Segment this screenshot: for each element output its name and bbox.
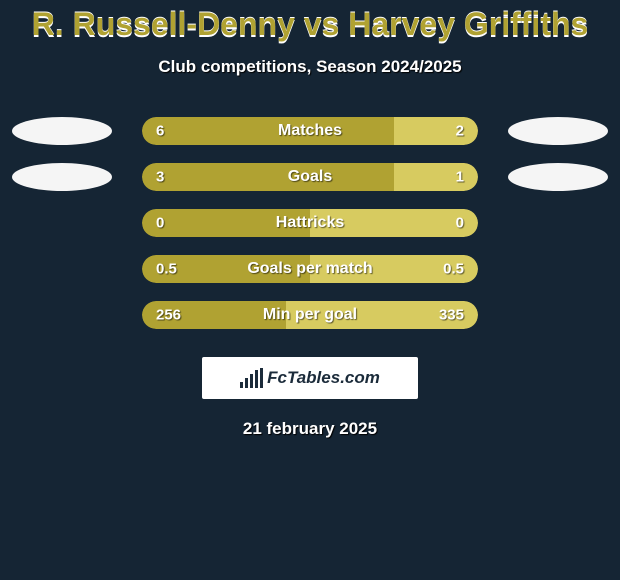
footer-date: 21 february 2025	[243, 419, 377, 438]
stat-value-right: 335	[439, 307, 464, 324]
stat-label: Matches	[278, 122, 342, 140]
stat-value-left: 6	[156, 123, 164, 140]
stat-row: 256 335 Min per goal	[12, 301, 608, 329]
stat-bar: 256 335 Min per goal	[142, 301, 478, 329]
stat-row: 3 1 Goals	[12, 163, 608, 191]
stat-bar-left	[142, 117, 394, 145]
stat-row: 0 0 Hattricks	[12, 209, 608, 237]
stat-label: Hattricks	[276, 214, 344, 232]
stat-value-left: 0	[156, 215, 164, 232]
stat-label: Goals	[288, 168, 332, 186]
stat-bar: 0 0 Hattricks	[142, 209, 478, 237]
logo-text: FcTables.com	[267, 368, 380, 388]
logo-bar-segment	[245, 378, 248, 388]
stat-bar: 0.5 0.5 Goals per match	[142, 255, 478, 283]
logo-bar-segment	[255, 370, 258, 388]
stat-value-left: 256	[156, 307, 181, 324]
stat-value-right: 1	[456, 169, 464, 186]
stat-row: 0.5 0.5 Goals per match	[12, 255, 608, 283]
logo-inner: FcTables.com	[240, 368, 380, 388]
subtitle-text: Club competitions, Season 2024/2025	[158, 57, 461, 76]
stat-value-right: 2	[456, 123, 464, 140]
footer-date-row: 21 february 2025	[0, 419, 620, 439]
logo-box: FcTables.com	[202, 357, 418, 399]
stat-bar: 3 1 Goals	[142, 163, 478, 191]
player1-avatar	[12, 163, 112, 191]
stat-value-right: 0.5	[443, 261, 464, 278]
stat-bar-right	[394, 163, 478, 191]
stat-bar-left	[142, 163, 394, 191]
vs-word: vs	[304, 6, 340, 42]
logo-bar-segment	[250, 374, 253, 388]
player1-name: R. Russell-Denny	[32, 6, 295, 42]
stat-row: 6 2 Matches	[12, 117, 608, 145]
stat-bar-right	[394, 117, 478, 145]
player2-avatar	[508, 117, 608, 145]
player1-avatar	[12, 117, 112, 145]
stat-bar: 6 2 Matches	[142, 117, 478, 145]
stat-value-left: 3	[156, 169, 164, 186]
stat-value-left: 0.5	[156, 261, 177, 278]
logo-bar-segment	[260, 368, 263, 388]
stat-value-right: 0	[456, 215, 464, 232]
logo-bar-segment	[240, 382, 243, 388]
logo-chart-icon	[240, 368, 263, 388]
title-row: R. Russell-Denny vs Harvey Griffiths	[0, 0, 620, 43]
player2-name: Harvey Griffiths	[348, 6, 588, 42]
subtitle-row: Club competitions, Season 2024/2025	[0, 57, 620, 77]
stat-label: Min per goal	[263, 306, 357, 324]
player2-avatar	[508, 163, 608, 191]
stat-label: Goals per match	[247, 260, 372, 278]
stats-area: 6 2 Matches 3 1 Goals 0 0 Hattricks 0.5 0.5 Goals p…	[0, 117, 620, 329]
page-title: R. Russell-Denny vs Harvey Griffiths	[32, 6, 589, 42]
